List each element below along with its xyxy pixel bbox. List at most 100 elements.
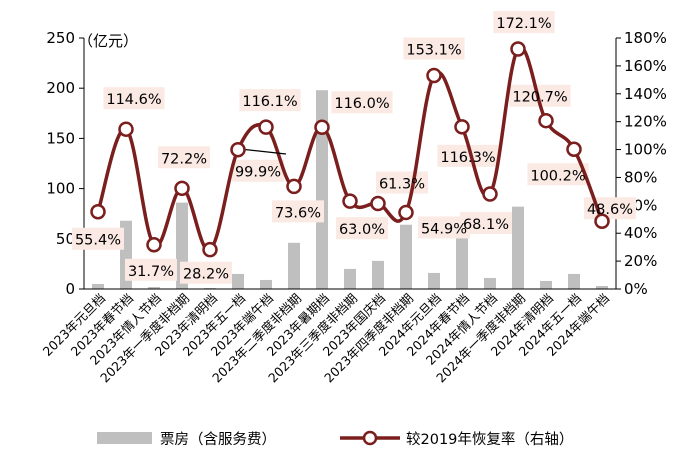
data-label: 100.2% xyxy=(530,168,585,184)
left-tick-label: 50 xyxy=(56,230,75,248)
data-label-box xyxy=(527,163,589,186)
line-markers xyxy=(90,41,610,258)
data-label: 31.7% xyxy=(128,264,174,280)
data-label-box xyxy=(509,84,571,107)
data-labels: 55.4% 114.6% 31.7% 72.2% 28.2% 99.9% 116.1% 73.… xyxy=(75,16,633,283)
bar xyxy=(204,287,216,289)
line-point xyxy=(174,180,190,197)
data-label: 99.9% xyxy=(235,165,281,181)
bar xyxy=(596,285,608,289)
data-label: 116.0% xyxy=(334,96,389,112)
data-label: 120.7% xyxy=(512,90,567,106)
legend-bar-label: 票房（含服务费） xyxy=(160,431,276,448)
legend-line-marker xyxy=(362,430,378,446)
right-tick-label: 140% xyxy=(624,85,667,103)
bar xyxy=(260,279,272,289)
right-tick-label: 120% xyxy=(624,113,667,131)
data-label: 48.6% xyxy=(587,202,633,218)
legend: 票房（含服务费） 较2019年恢复率（右轴） xyxy=(97,430,573,448)
data-label-box xyxy=(103,87,165,110)
data-label-box xyxy=(158,146,210,169)
bar-series xyxy=(92,90,608,289)
data-label-box xyxy=(336,217,388,240)
bar xyxy=(372,260,384,289)
data-label: 68.1% xyxy=(463,217,509,233)
line-point xyxy=(118,121,134,137)
bar xyxy=(540,280,552,289)
bar xyxy=(568,273,580,289)
right-tick-label: 160% xyxy=(624,57,667,75)
right-tick-label: 0% xyxy=(624,280,648,298)
data-label-box xyxy=(232,159,284,182)
data-label-box xyxy=(493,11,555,34)
left-axis-ticks: 0 50 100 150 200 250 xyxy=(46,29,84,298)
data-label-box xyxy=(239,89,301,112)
right-tick-label: 100% xyxy=(624,141,667,159)
left-axis-unit-label: （亿元） xyxy=(78,32,138,50)
line-point xyxy=(426,67,442,84)
line-point xyxy=(230,141,246,158)
bar xyxy=(512,206,524,289)
line-point xyxy=(258,119,274,135)
data-label: 114.6% xyxy=(106,92,161,108)
data-label-box xyxy=(418,216,470,239)
right-tick-label: 80% xyxy=(624,168,657,186)
data-label: 172.1% xyxy=(496,16,551,32)
line-point xyxy=(286,178,302,195)
data-label: 116.3% xyxy=(440,150,495,166)
line-point xyxy=(342,193,358,209)
line-point xyxy=(510,41,526,57)
right-tick-label: 180% xyxy=(624,29,667,47)
left-tick-label: 100 xyxy=(46,180,75,198)
left-tick-label: 150 xyxy=(46,129,75,147)
right-tick-label: 20% xyxy=(624,252,657,270)
data-label-box xyxy=(331,91,393,114)
data-label: 72.2% xyxy=(161,151,207,167)
data-label-box xyxy=(180,261,232,284)
bar xyxy=(344,268,356,289)
bar xyxy=(316,90,328,289)
bar xyxy=(400,224,412,289)
bar xyxy=(428,272,440,289)
right-axis-ticks: 0%20%40%60%80%100%120%140%160%180% xyxy=(616,29,667,298)
data-label: 55.4% xyxy=(75,233,121,249)
bar xyxy=(288,242,300,289)
left-tick-label: 200 xyxy=(46,79,75,97)
data-label: 116.1% xyxy=(242,94,297,110)
data-label: 54.9% xyxy=(421,221,467,237)
data-label-box xyxy=(125,258,177,281)
data-label: 153.1% xyxy=(406,43,461,59)
bar xyxy=(92,283,104,289)
right-tick-label: 40% xyxy=(624,224,657,242)
data-label: 28.2% xyxy=(183,267,229,283)
data-label-box xyxy=(272,200,324,223)
legend-bar-swatch xyxy=(97,432,152,444)
bar xyxy=(148,286,160,289)
data-label: 73.6% xyxy=(275,205,321,221)
legend-line-label: 较2019年恢复率（右轴） xyxy=(406,430,573,448)
line-point xyxy=(454,119,470,135)
line-point xyxy=(594,213,610,229)
line-point xyxy=(202,241,218,258)
line-point xyxy=(538,112,554,129)
bar xyxy=(484,277,496,289)
data-label: 61.3% xyxy=(379,177,425,193)
bar xyxy=(232,273,244,289)
line-point xyxy=(370,195,386,212)
label-leader-line xyxy=(239,148,287,155)
data-label-box xyxy=(437,144,499,167)
data-label-box xyxy=(403,37,465,60)
left-tick-label: 250 xyxy=(46,29,75,47)
category-labels: 2023年元旦档2023年春节档2023年情人节档2023年一季度非档期2023… xyxy=(40,291,612,386)
line-point xyxy=(398,204,414,221)
line-point xyxy=(90,203,106,220)
data-label-box xyxy=(72,227,124,250)
line-point xyxy=(146,237,162,253)
line-point xyxy=(566,141,582,158)
data-label-box xyxy=(460,212,512,235)
data-label: 63.0% xyxy=(339,222,385,238)
left-tick-label: 0 xyxy=(65,280,75,298)
line-point xyxy=(482,186,498,202)
